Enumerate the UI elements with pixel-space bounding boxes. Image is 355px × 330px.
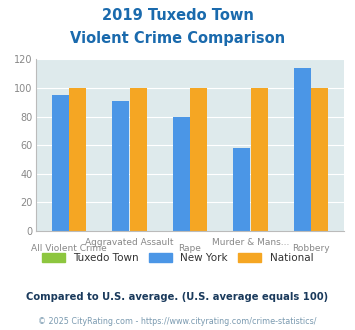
Bar: [233, 148, 250, 231]
Bar: [190, 88, 207, 231]
Bar: [51, 95, 69, 231]
Text: Aggravated Assault: Aggravated Assault: [85, 238, 174, 247]
Text: 2019 Tuxedo Town: 2019 Tuxedo Town: [102, 8, 253, 23]
Text: Murder & Mans...: Murder & Mans...: [212, 238, 289, 247]
Bar: [112, 101, 129, 231]
Text: All Violent Crime: All Violent Crime: [31, 244, 107, 253]
Bar: [173, 116, 190, 231]
Bar: [251, 88, 268, 231]
Legend: Tuxedo Town, New York, National: Tuxedo Town, New York, National: [38, 248, 317, 267]
Text: Rape: Rape: [179, 244, 201, 253]
Bar: [69, 88, 86, 231]
Bar: [294, 68, 311, 231]
Text: © 2025 CityRating.com - https://www.cityrating.com/crime-statistics/: © 2025 CityRating.com - https://www.city…: [38, 317, 317, 326]
Text: Robbery: Robbery: [292, 244, 330, 253]
Text: Violent Crime Comparison: Violent Crime Comparison: [70, 31, 285, 46]
Bar: [130, 88, 147, 231]
Text: Compared to U.S. average. (U.S. average equals 100): Compared to U.S. average. (U.S. average …: [26, 292, 329, 302]
Bar: [311, 88, 328, 231]
